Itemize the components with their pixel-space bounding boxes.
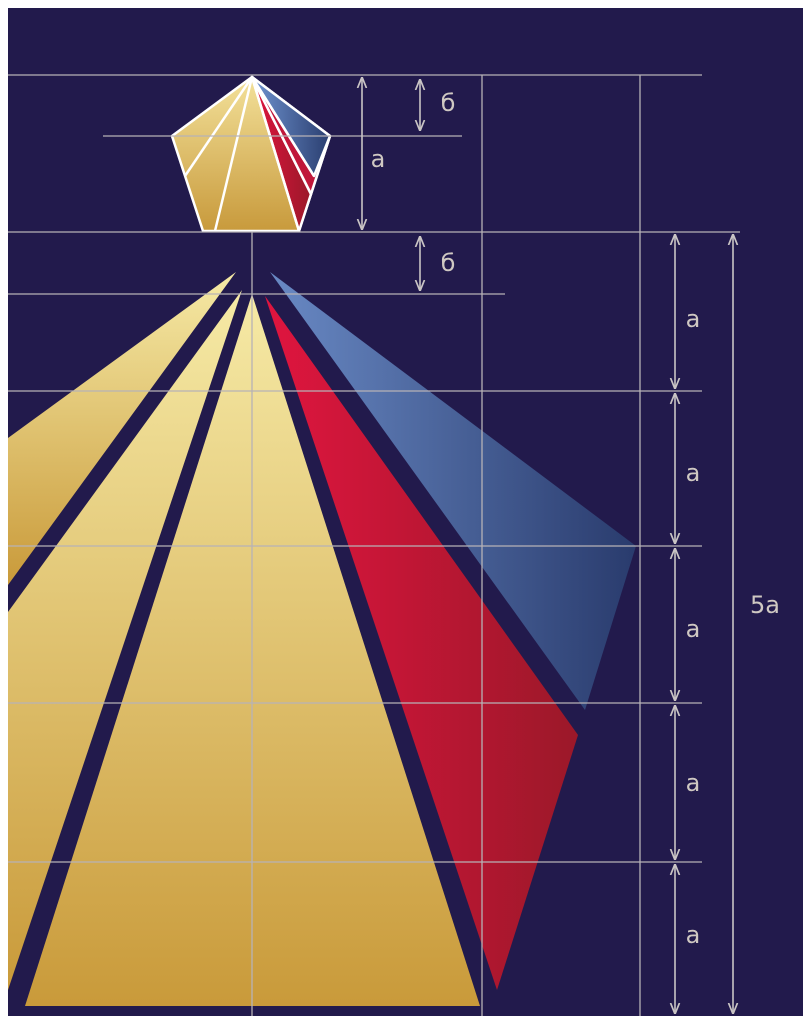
- dimension-label: а: [686, 459, 701, 487]
- dimension-label: б: [441, 249, 456, 277]
- left-strip-1: [8, 272, 236, 585]
- dimension-label: а: [686, 921, 701, 949]
- red-triangle: [265, 296, 578, 990]
- dimension-label: а: [371, 145, 386, 173]
- grid: [8, 74, 740, 1016]
- dimension-label: 5а: [750, 591, 780, 619]
- dimension-label: б: [441, 89, 456, 117]
- dimension-label: а: [686, 615, 701, 643]
- dimension-label: а: [686, 305, 701, 333]
- dimension-arrows: [362, 78, 733, 1013]
- blue-triangle: [270, 272, 636, 710]
- left-strip-2: [8, 290, 242, 990]
- dimension-label: а: [686, 769, 701, 797]
